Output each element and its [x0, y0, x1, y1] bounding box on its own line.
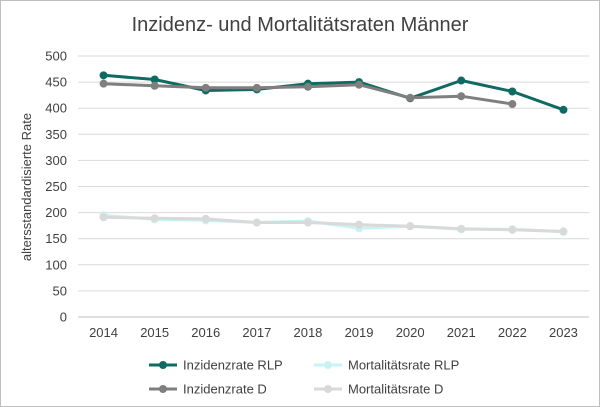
data-point — [150, 214, 159, 223]
data-point — [457, 76, 466, 85]
data-point — [508, 100, 517, 109]
x-tick-label: 2019 — [345, 325, 374, 340]
series-mortalitatsrate-d — [99, 213, 568, 236]
legend-marker — [159, 361, 167, 369]
data-point — [99, 213, 108, 222]
y-tick-label: 250 — [45, 179, 67, 194]
x-axis-ticks: 2014 2015 2016 2017 2018 2019 2020 2021 2022 2023 — [89, 325, 578, 340]
legend-label: Mortalitätsrate D — [348, 382, 443, 397]
series-inzidenzrate-d — [99, 79, 517, 109]
legend-label: Inzidenzrate RLP — [183, 358, 283, 373]
x-tick-label: 2023 — [549, 325, 578, 340]
x-tick-label: 2016 — [191, 325, 220, 340]
y-tick-label: 400 — [45, 101, 67, 116]
x-tick-label: 2014 — [89, 325, 118, 340]
gridlines — [78, 55, 589, 318]
legend-label: Mortalitätsrate RLP — [348, 358, 459, 373]
legend-label: Inzidenzrate D — [183, 382, 267, 397]
data-point — [559, 227, 568, 236]
x-tick-label: 2017 — [242, 325, 271, 340]
data-point — [406, 222, 415, 231]
y-tick-label: 0 — [60, 310, 67, 325]
data-point — [406, 93, 415, 102]
y-tick-label: 300 — [45, 153, 67, 168]
data-point — [150, 75, 159, 84]
data-point — [150, 81, 159, 90]
series-layer — [99, 71, 568, 236]
legend: Inzidenzrate RLP Mortalitätsrate RLP Inzid… — [149, 358, 459, 397]
data-point — [508, 225, 517, 234]
series-line-inzidenzrate-rlp — [102, 73, 565, 112]
x-tick-label: 2015 — [140, 325, 169, 340]
data-point — [303, 82, 312, 91]
series-line-mortalitatsrate-d — [102, 215, 565, 233]
chart-title: Inzidenz- und Mortalitätsraten Männer — [132, 14, 469, 36]
data-point — [457, 224, 466, 233]
legend-marker — [324, 385, 332, 393]
legend-marker — [159, 385, 167, 393]
legend-marker — [324, 361, 332, 369]
y-tick-label: 50 — [53, 283, 67, 298]
y-axis-label: altersstandardisierte Rate — [19, 113, 34, 261]
data-point — [99, 71, 108, 80]
data-point — [252, 218, 261, 227]
data-point — [457, 92, 466, 101]
legend-item-inzidenzrate-d: Inzidenzrate D — [149, 382, 267, 397]
series-inzidenzrate-rlp — [99, 71, 568, 114]
y-tick-label: 200 — [45, 205, 67, 220]
data-point — [99, 79, 108, 88]
data-point — [303, 218, 312, 227]
legend-item-mortalitatsrate-d: Mortalitätsrate D — [314, 382, 443, 397]
data-point — [508, 87, 517, 96]
y-axis-ticks: 0 50 100 150 200 250 300 350 400 450 500 — [45, 49, 67, 325]
legend-item-inzidenzrate-rlp: Inzidenzrate RLP — [149, 358, 283, 373]
legend-item-mortalitatsrate-rlp: Mortalitätsrate RLP — [314, 358, 459, 373]
x-tick-label: 2021 — [447, 325, 476, 340]
data-point — [355, 80, 364, 89]
x-tick-label: 2020 — [396, 325, 425, 340]
data-point — [559, 105, 568, 114]
y-tick-label: 500 — [45, 49, 67, 64]
y-tick-label: 100 — [45, 257, 67, 272]
data-point — [252, 83, 261, 92]
y-tick-label: 450 — [45, 75, 67, 90]
data-point — [355, 220, 364, 229]
y-tick-label: 350 — [45, 127, 67, 142]
data-point — [201, 214, 210, 223]
x-tick-label: 2018 — [293, 325, 322, 340]
data-point — [201, 83, 210, 92]
x-tick-label: 2022 — [498, 325, 527, 340]
y-tick-label: 150 — [45, 231, 67, 246]
